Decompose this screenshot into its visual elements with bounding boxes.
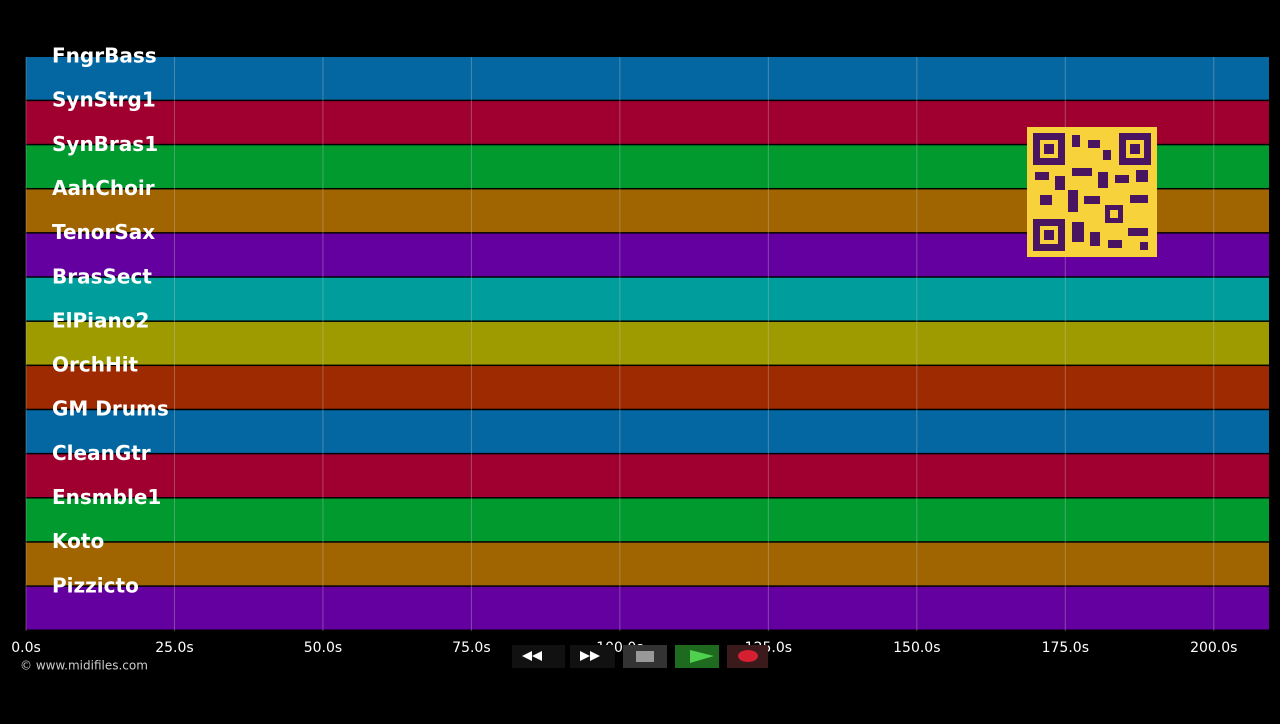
transport-controls	[512, 645, 768, 668]
track-name: Koto	[52, 529, 104, 553]
x-tick-label: 0.0s	[11, 640, 41, 656]
track-band	[26, 410, 1269, 453]
track-name: AahChoir	[52, 176, 155, 200]
track-name: TenorSax	[52, 220, 155, 244]
x-tick-label: 50.0s	[304, 640, 342, 656]
track-band	[26, 586, 1269, 630]
track-band	[26, 498, 1269, 542]
qr-code	[1027, 127, 1157, 257]
track-name: SynBras1	[52, 132, 158, 156]
x-tick-label: 150.0s	[893, 640, 940, 656]
track-name: Pizzicto	[52, 573, 139, 597]
x-tick-label: 175.0s	[1042, 640, 1089, 656]
x-tick-label: 25.0s	[155, 640, 193, 656]
track-band	[26, 277, 1269, 321]
track-name: OrchHit	[52, 353, 139, 377]
track-band	[26, 454, 1269, 498]
track-name: GM Drums	[52, 397, 169, 421]
x-tick-label: 200.0s	[1190, 640, 1237, 656]
track-name: FngrBass	[52, 44, 157, 68]
credit: © www.midifiles.com	[20, 659, 148, 673]
track-band	[26, 366, 1269, 409]
x-tick-label: 75.0s	[452, 640, 490, 656]
track-name: SynStrg1	[52, 88, 156, 112]
track-band	[26, 321, 1269, 365]
track-name: Ensmble1	[52, 485, 161, 509]
track-name: ElPiano2	[52, 308, 149, 332]
track-band	[26, 542, 1269, 586]
track-name: CleanGtr	[52, 441, 151, 465]
track-name: BrasSect	[52, 264, 152, 288]
track-band	[26, 57, 1269, 100]
